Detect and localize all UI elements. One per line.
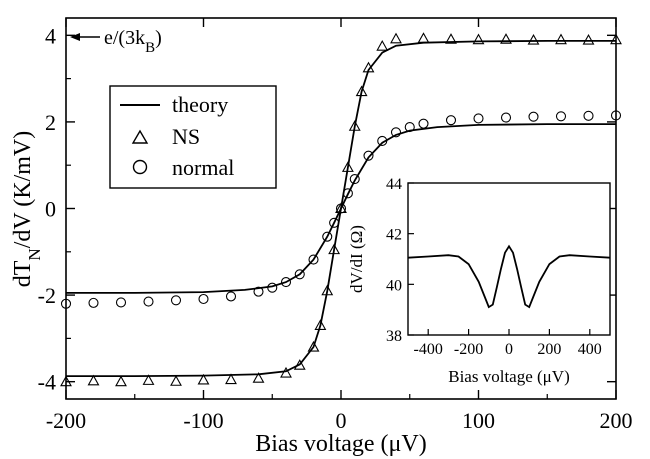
legend-label-theory: theory — [172, 92, 228, 117]
ns-point — [610, 33, 622, 45]
normal-point — [60, 298, 72, 309]
x-tick-label-200: -200 — [46, 408, 86, 433]
inset-x-tick-label-200: -200 — [454, 341, 483, 358]
normal-point — [267, 282, 278, 293]
inset-x-tick-label-400: 400 — [578, 341, 602, 358]
inset-y-tick-label-42: 42 — [386, 227, 402, 244]
normal-point — [294, 269, 305, 280]
normal-point — [500, 112, 512, 123]
normal-point — [143, 296, 154, 307]
normal-point — [225, 291, 237, 302]
x-tick-label-100: -100 — [183, 408, 223, 433]
normal-point — [445, 115, 457, 126]
ns-point — [87, 374, 100, 386]
ns-point — [170, 375, 182, 386]
normal-point — [377, 135, 388, 147]
ns-point — [417, 32, 430, 43]
ns-point — [321, 284, 334, 296]
ns-point — [293, 359, 306, 370]
normal-point — [170, 295, 182, 306]
normal-point — [418, 118, 429, 129]
normal-point — [115, 297, 127, 308]
normal-point — [280, 277, 292, 288]
inset-x-tick-label-0: 0 — [505, 341, 513, 358]
series-theory-line-2 — [66, 123, 616, 294]
ns-point — [341, 161, 354, 172]
normal-point — [88, 297, 99, 308]
inset-series-line-0 — [407, 244, 611, 309]
annotation-text: e/(3kB) — [104, 27, 162, 56]
normal-point — [528, 111, 539, 122]
legend-box — [109, 85, 277, 189]
ns-point — [328, 243, 341, 255]
normal-point — [390, 127, 402, 138]
main-plot: -200 -100 0 100 200 -4 -2 0 2 4 dTN/dV (K/mV) Bia… — [10, 17, 633, 457]
ns-point — [527, 33, 540, 45]
ns-point — [252, 372, 265, 383]
normal-point — [610, 110, 622, 121]
normal-point — [329, 217, 340, 228]
ns-point — [500, 33, 512, 44]
ns-point — [142, 374, 155, 385]
normal-point — [583, 110, 594, 121]
inset-y-tick-label-44: 44 — [386, 176, 402, 193]
annotation-arrowhead — [70, 33, 80, 41]
normal-point — [555, 111, 567, 122]
ns-point — [472, 33, 485, 45]
ns-point — [355, 85, 368, 97]
ns-point — [390, 32, 402, 44]
legend-swatch-normal — [132, 159, 148, 175]
y-tick-label-0: 0 — [45, 197, 56, 222]
inset-y-tick-label-40: 40 — [386, 277, 402, 294]
series-ns-markers — [60, 32, 622, 387]
ns-point — [314, 319, 327, 330]
inset-plot: -400 -200 0 200 400 38 40 42 44 dV/dI (Ω) Bias v… — [347, 176, 611, 386]
ns-point — [307, 340, 320, 352]
normal-point — [349, 174, 360, 185]
y-axis-label: dTN/dV (K/mV) — [10, 131, 44, 288]
normal-point — [363, 150, 374, 161]
normal-point — [253, 286, 264, 297]
legend-label-normal: normal — [172, 155, 234, 180]
inset-x-tick-label-200: 200 — [537, 341, 561, 358]
normal-point — [198, 293, 209, 305]
inset-y-tick-label-38: 38 — [386, 328, 402, 345]
legend-label-ns: NS — [172, 124, 200, 149]
ns-point — [280, 366, 292, 378]
series-normal-markers — [60, 110, 622, 309]
normal-point — [335, 203, 347, 214]
ns-point — [445, 33, 457, 44]
ns-point — [348, 120, 361, 131]
x-axis-label: Bias voltage (μV) — [255, 431, 427, 457]
x-tick-label-100: 100 — [462, 408, 495, 433]
normal-point — [404, 122, 415, 133]
inset-x-axis-label: Bias voltage (μV) — [448, 367, 569, 386]
ns-point — [197, 373, 210, 385]
normal-point — [342, 188, 353, 199]
inset-y-axis-label: dV/dI (Ω) — [347, 225, 366, 293]
x-tick-label-200: 200 — [600, 408, 633, 433]
legend-swatch-ns — [131, 129, 149, 144]
normal-point — [322, 231, 333, 242]
y-tick-label-4: -4 — [38, 370, 56, 395]
normal-point — [308, 254, 319, 265]
y-tick-label-2: -2 — [38, 283, 56, 308]
y-tick-label-2: 2 — [45, 110, 56, 135]
x-tick-label-0: 0 — [336, 408, 347, 433]
annotation: e/(3kB) — [70, 27, 162, 56]
ns-point — [376, 40, 389, 51]
ns-point — [582, 33, 595, 45]
inset-x-tick-label-400: -400 — [414, 341, 443, 358]
ns-point — [225, 373, 237, 385]
ns-point — [115, 375, 127, 387]
ns-point — [362, 61, 375, 73]
normal-point — [473, 113, 484, 124]
inset-frame — [407, 182, 611, 336]
legend: theory NS normal — [109, 85, 277, 189]
ns-point — [555, 33, 567, 45]
y-tick-label-4: 4 — [45, 23, 56, 48]
